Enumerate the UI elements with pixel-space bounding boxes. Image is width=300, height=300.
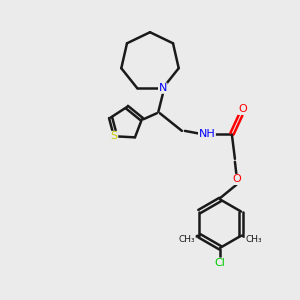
Text: CH₃: CH₃	[178, 235, 195, 244]
Text: N: N	[159, 83, 167, 93]
Text: O: O	[232, 175, 241, 184]
Text: S: S	[111, 131, 118, 141]
Text: NH: NH	[199, 129, 215, 139]
Text: Cl: Cl	[215, 258, 226, 268]
Text: O: O	[238, 104, 247, 114]
Text: CH₃: CH₃	[245, 235, 262, 244]
